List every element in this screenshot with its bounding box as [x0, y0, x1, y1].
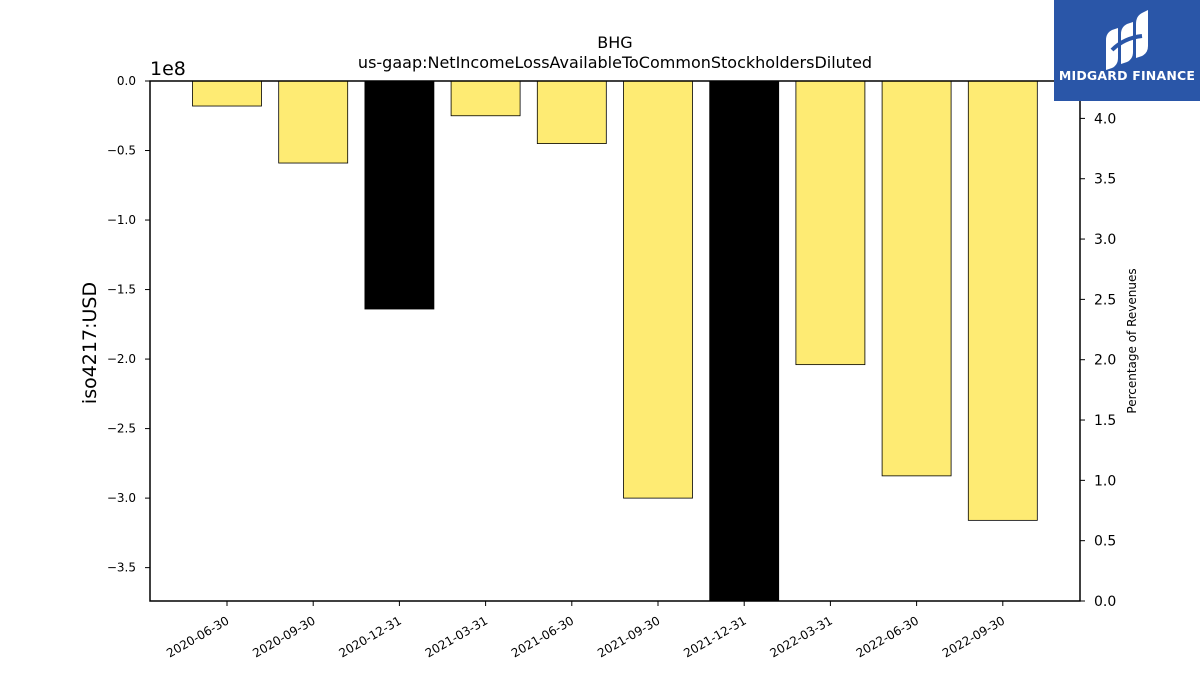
bar — [623, 80, 693, 499]
y-tick-label: −1.0 — [107, 213, 136, 227]
bar — [709, 80, 780, 602]
bar — [536, 80, 607, 144]
y-tick-label: −2.0 — [107, 352, 136, 366]
y-offset-label: 1e8 — [150, 58, 186, 80]
bar — [967, 80, 1038, 521]
x-tick-label: 2021-03-31 — [423, 613, 490, 660]
x-tick-label: 2020-09-30 — [250, 613, 317, 660]
plot-frame — [149, 80, 1081, 602]
chart-title: BHG — [597, 33, 632, 52]
x-tick-label: 2020-06-30 — [164, 613, 231, 660]
bar — [795, 80, 866, 366]
y2-tick-label: 4.0 — [1094, 111, 1116, 127]
x-tick-label: 2021-09-30 — [595, 613, 662, 660]
bar — [364, 80, 435, 310]
y2-tick-label: 0.0 — [1094, 594, 1116, 610]
y2-tick-label: 1.0 — [1094, 473, 1116, 489]
x-tick-label: 2022-06-30 — [854, 613, 921, 660]
y-tick-label: 0.0 — [117, 74, 136, 88]
y-tick-label: −1.5 — [107, 283, 136, 297]
y2-tick-label: 2.0 — [1094, 353, 1116, 369]
chart-subtitle: us-gaap:NetIncomeLossAvailableToCommonSt… — [358, 53, 872, 72]
logo-text: MIDGARD FINANCE — [1058, 68, 1196, 83]
y-axis-label: iso4217:USD — [79, 282, 101, 404]
y2-tick-label: 3.5 — [1094, 172, 1116, 188]
y-tick-label: −2.5 — [107, 422, 136, 436]
midgard-logo-mark-icon — [1106, 10, 1148, 70]
y-tick-label: −3.0 — [107, 491, 136, 505]
midgard-finance-logo: MIDGARD FINANCE — [1054, 0, 1200, 101]
bar — [278, 80, 349, 164]
bar — [192, 80, 262, 107]
bar — [881, 80, 952, 477]
y2-tick-label: 2.5 — [1094, 292, 1116, 308]
bar — [450, 80, 521, 117]
y2-tick-label: 0.5 — [1094, 534, 1116, 550]
y-tick-label: −3.5 — [107, 561, 136, 575]
y2-axis-label: Percentage of Revenues — [1125, 268, 1139, 413]
x-tick-label: 2022-09-30 — [940, 613, 1007, 660]
x-tick-label: 2021-12-31 — [681, 613, 748, 660]
x-tick-label: 2021-06-30 — [509, 613, 576, 660]
x-tick-label: 2022-03-31 — [767, 613, 834, 660]
x-tick-label: 2020-12-31 — [336, 613, 403, 660]
y2-tick-label: 1.5 — [1094, 413, 1116, 429]
y2-tick-label: 3.0 — [1094, 232, 1116, 248]
y-tick-label: −0.5 — [107, 144, 136, 158]
